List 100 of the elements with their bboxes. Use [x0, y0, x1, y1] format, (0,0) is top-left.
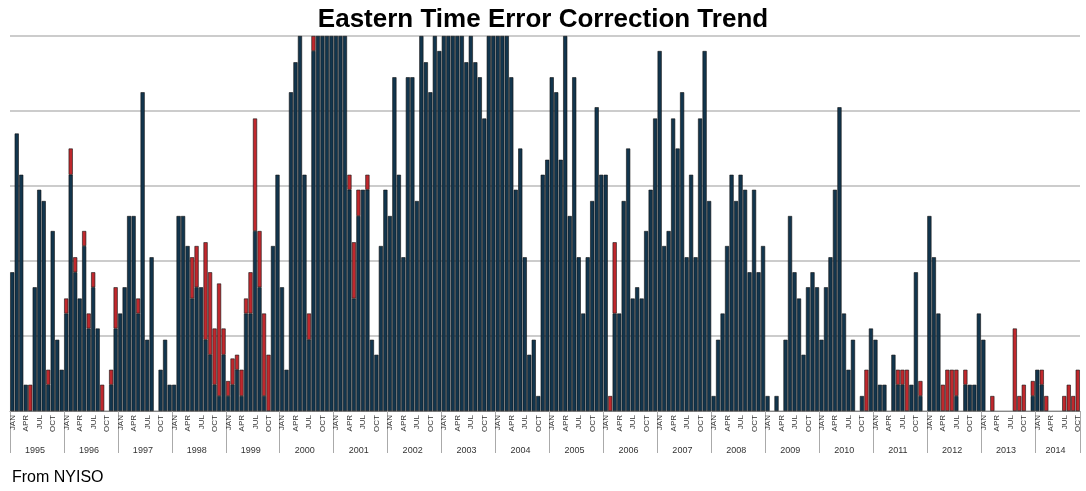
x-tick-label: JAN	[169, 414, 179, 431]
x-tick-label: OCT	[857, 414, 867, 432]
text: 2004	[510, 444, 531, 455]
x-tick-label: APR	[452, 414, 462, 432]
x-tick-label: JAN	[439, 414, 449, 431]
x-tick-label: JUL	[250, 414, 260, 430]
x-tick-label: JAN	[924, 414, 934, 431]
x-tick-label: JUL	[736, 414, 746, 430]
x-tick-label: JAN	[115, 414, 125, 431]
text: 1997	[132, 444, 153, 455]
bar	[432, 36, 437, 411]
bar	[342, 36, 348, 411]
text: 2014	[1045, 444, 1066, 455]
text: 2008	[726, 444, 747, 455]
x-tick-label: JUL	[790, 414, 800, 430]
x-tick-label: APR	[938, 414, 948, 432]
x-tick-label: JAN	[61, 414, 71, 431]
x-tick-label: OCT	[587, 414, 597, 432]
bar	[1075, 369, 1080, 411]
x-tick-label: OCT	[803, 414, 813, 432]
bar	[441, 36, 446, 411]
bar	[774, 396, 779, 411]
bar	[338, 36, 343, 411]
x-tick-label: APR	[614, 414, 624, 432]
x-tick-label: JUL	[142, 414, 152, 430]
x-tick-label: APR	[884, 414, 894, 432]
text: 2010	[834, 444, 855, 455]
bar	[140, 92, 145, 411]
bar	[594, 107, 599, 411]
bar	[495, 36, 500, 411]
x-tick-label: APR	[776, 414, 786, 432]
x-tick-label: JUL	[897, 414, 907, 430]
text: 1995	[24, 444, 46, 455]
x-tick-label: JAN	[547, 414, 557, 431]
bar	[297, 36, 303, 411]
bar	[333, 36, 339, 411]
bar	[729, 174, 734, 411]
x-tick-label: JAN	[870, 414, 880, 431]
x-tick-label: JAN	[655, 414, 665, 431]
x-tick-label: JAN	[763, 414, 773, 431]
text: 2009	[780, 444, 801, 455]
bar	[1012, 328, 1017, 411]
x-tick-label: APR	[129, 414, 139, 432]
x-tick-label: JUL	[412, 414, 422, 430]
text: 2003	[456, 444, 477, 455]
bar	[738, 174, 743, 411]
x-tick-label: JUL	[466, 414, 476, 430]
x-tick-label: JUL	[951, 414, 961, 430]
x-tick-label: APR	[398, 414, 408, 432]
x-tick-label: OCT	[479, 414, 489, 432]
x-tick-label: JUL	[574, 414, 584, 430]
x-tick-label: APR	[1046, 414, 1056, 432]
x-tick-label: OCT	[911, 414, 921, 432]
x-tick-label: APR	[560, 414, 570, 432]
x-tick-label: JUL	[520, 414, 530, 430]
bar	[810, 272, 815, 411]
x-tick-label: JUL	[34, 414, 44, 430]
text: 1999	[240, 444, 261, 455]
x-tick-label: OCT	[264, 414, 274, 432]
bar	[1021, 384, 1026, 411]
x-tick-label: JAN	[493, 414, 503, 431]
x-tick-label: OCT	[965, 414, 975, 432]
x-tick-label: APR	[506, 414, 516, 432]
bar	[450, 36, 455, 411]
text: 2002	[402, 444, 423, 455]
bar	[531, 339, 536, 411]
text: 2012	[942, 444, 963, 455]
x-tick-label: APR	[75, 414, 85, 432]
text: 1998	[186, 444, 207, 455]
x-tick-label: APR	[21, 414, 31, 432]
x-tick-label: APR	[830, 414, 840, 432]
bar	[904, 369, 909, 411]
x-tick-label: JUL	[628, 414, 638, 430]
bar	[657, 51, 662, 411]
bar	[1066, 384, 1071, 411]
bar	[787, 216, 793, 411]
text: 2007	[672, 444, 693, 455]
x-tick-label: JAN	[277, 414, 287, 431]
x-tick-label: JUL	[304, 414, 314, 430]
x-tick-label: APR	[237, 414, 247, 432]
x-tick-label: APR	[992, 414, 1002, 432]
text: 2011	[888, 444, 908, 455]
x-tick-label: JAN	[385, 414, 395, 431]
bar	[486, 36, 491, 411]
x-tick-label: JAN	[1032, 414, 1042, 431]
bar	[329, 36, 334, 411]
x-tick-label: APR	[668, 414, 678, 432]
bar	[324, 36, 330, 411]
text: 2000	[294, 444, 315, 455]
x-tick-label: JAN	[7, 414, 17, 431]
bar	[459, 36, 464, 411]
x-tick-label: OCT	[641, 414, 651, 432]
bar	[837, 107, 842, 411]
text: 2001	[348, 444, 369, 455]
x-tick-label: OCT	[102, 414, 112, 432]
bar	[760, 246, 766, 411]
x-tick-label: JAN	[601, 414, 611, 431]
x-tick-label: OCT	[317, 414, 327, 432]
bar	[927, 216, 932, 411]
x-tick-label: APR	[290, 414, 300, 432]
